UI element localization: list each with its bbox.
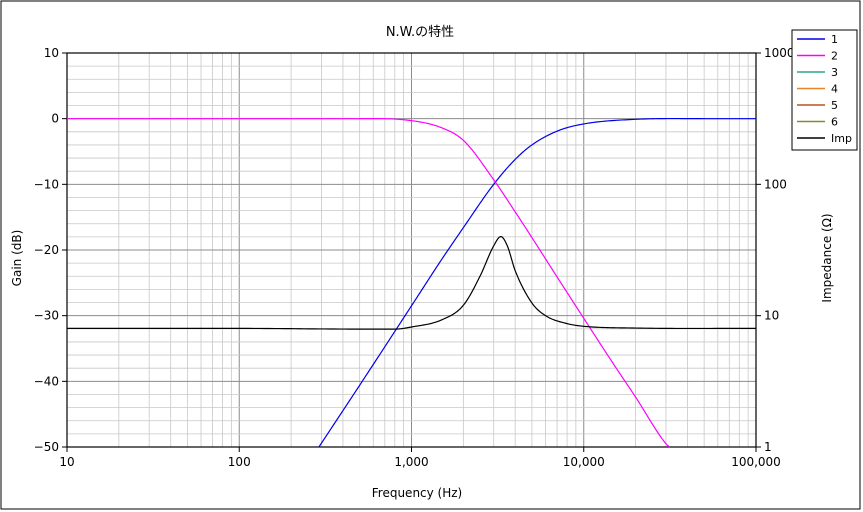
legend-label-1: 1 — [831, 33, 838, 46]
legend-label-2: 2 — [831, 50, 838, 63]
y-tick-label: 0 — [51, 112, 59, 126]
x-tick-label: 100,000 — [731, 455, 781, 469]
series — [67, 117, 757, 448]
series-line-imp — [67, 235, 757, 330]
x-tick-label: 10 — [59, 455, 74, 469]
legend-label-imp: Imp — [831, 132, 852, 145]
y-tick-label: −30 — [34, 309, 59, 323]
legend-box — [791, 29, 858, 151]
x-tick-label: 100 — [228, 455, 251, 469]
y-tick-label: −10 — [34, 177, 59, 191]
y-tick-label: −50 — [34, 440, 59, 454]
x-tick-label: 1,000 — [394, 455, 428, 469]
y2-tick-label: 10 — [764, 309, 779, 323]
x-tick-label: 10,000 — [563, 455, 605, 469]
legend-label-6: 6 — [831, 116, 838, 129]
y2-tick-label: 1 — [764, 440, 772, 454]
legend-label-4: 4 — [831, 83, 838, 96]
y2-tick-label: 1000 — [764, 46, 795, 60]
y-tick-label: −40 — [34, 374, 59, 388]
chart-title: N.W.の特性 — [386, 25, 454, 40]
y-tick-label: −20 — [34, 243, 59, 257]
x-axis-label: Frequency (Hz) — [372, 486, 463, 500]
ticks: 10 100 1,000 10,000 100,000100−10−20−30−40−5… — [34, 46, 795, 469]
y2-tick-label: 100 — [764, 177, 787, 191]
series-line-1 — [318, 117, 756, 448]
series-line-2 — [67, 118, 670, 448]
y-tick-label: 10 — [44, 46, 59, 60]
legend-label-3: 3 — [831, 66, 838, 79]
y2-axis-label: Impedance (Ω) — [820, 213, 834, 302]
y-axis-label: Gain (dB) — [10, 230, 24, 287]
legend: 1 2 3 4 5 6 Imp — [791, 29, 858, 151]
legend-label-5: 5 — [831, 99, 838, 112]
